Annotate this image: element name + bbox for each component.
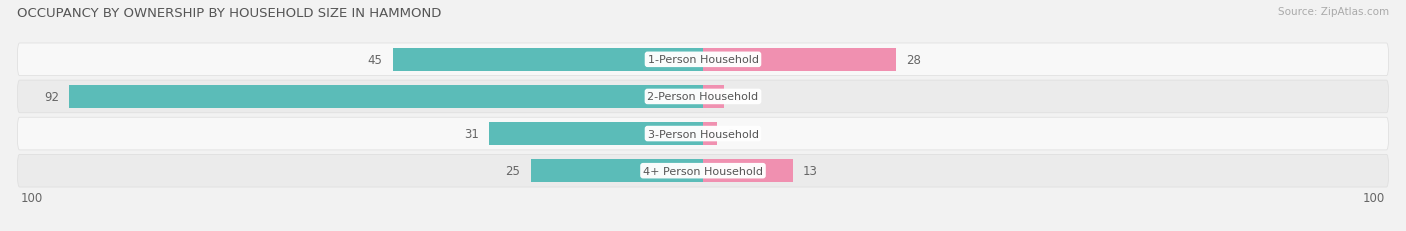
Text: 1-Person Household: 1-Person Household [648, 55, 758, 65]
Bar [394, 49, 703, 72]
Text: 31: 31 [464, 128, 479, 140]
Text: 3: 3 [734, 91, 741, 103]
Text: 25: 25 [506, 164, 520, 177]
Text: 2-Person Household: 2-Person Household [647, 92, 759, 102]
Text: 13: 13 [803, 164, 818, 177]
Text: 100: 100 [1362, 191, 1385, 204]
Text: 45: 45 [368, 54, 382, 67]
Bar [703, 49, 896, 72]
Bar [703, 159, 793, 182]
Text: 92: 92 [44, 91, 59, 103]
Bar [703, 85, 724, 109]
Bar [531, 159, 703, 182]
FancyBboxPatch shape [17, 118, 1389, 150]
Text: 4+ Person Household: 4+ Person Household [643, 166, 763, 176]
FancyBboxPatch shape [17, 155, 1389, 187]
Text: 100: 100 [21, 191, 44, 204]
Bar [69, 85, 703, 109]
FancyBboxPatch shape [17, 81, 1389, 113]
Bar [703, 122, 717, 146]
Text: 2: 2 [727, 128, 734, 140]
FancyBboxPatch shape [17, 44, 1389, 76]
Bar [489, 122, 703, 146]
Text: 3-Person Household: 3-Person Household [648, 129, 758, 139]
Text: 28: 28 [907, 54, 921, 67]
Text: OCCUPANCY BY OWNERSHIP BY HOUSEHOLD SIZE IN HAMMOND: OCCUPANCY BY OWNERSHIP BY HOUSEHOLD SIZE… [17, 7, 441, 20]
Text: Source: ZipAtlas.com: Source: ZipAtlas.com [1278, 7, 1389, 17]
